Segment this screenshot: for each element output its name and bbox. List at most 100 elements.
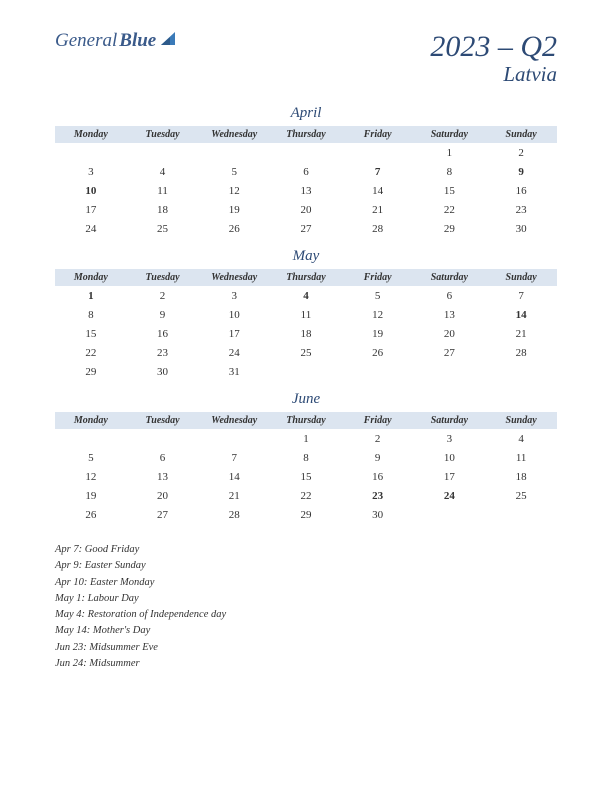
weekday-header: Wednesday	[198, 269, 270, 286]
weekday-header: Sunday	[485, 412, 557, 429]
weekday-header: Sunday	[485, 126, 557, 143]
day-cell: 19	[342, 324, 414, 343]
day-cell: 24	[55, 219, 127, 238]
day-cell: 21	[485, 324, 557, 343]
day-cell: 13	[127, 467, 199, 486]
weekday-header: Thursday	[270, 269, 342, 286]
day-cell: 17	[55, 200, 127, 219]
day-cell: 8	[270, 448, 342, 467]
weekday-header: Thursday	[270, 412, 342, 429]
day-cell: 8	[55, 305, 127, 324]
quarter-title: 2023 – Q2	[430, 30, 557, 64]
weekday-header: Thursday	[270, 126, 342, 143]
day-cell: 16	[485, 181, 557, 200]
day-cell: 20	[127, 486, 199, 505]
day-cell: 19	[55, 486, 127, 505]
day-cell: 3	[198, 286, 270, 305]
day-cell: 22	[55, 343, 127, 362]
day-cell	[198, 143, 270, 162]
day-cell: 10	[198, 305, 270, 324]
week-row: 3456789	[55, 162, 557, 181]
week-row: 891011121314	[55, 305, 557, 324]
day-cell: 9	[342, 448, 414, 467]
weekday-header: Wednesday	[198, 126, 270, 143]
day-cell: 27	[270, 219, 342, 238]
day-cell: 4	[485, 429, 557, 448]
holiday-entry: Apr 10: Easter Monday	[55, 575, 557, 591]
week-row: 567891011	[55, 448, 557, 467]
day-cell	[414, 505, 486, 524]
weekday-header: Friday	[342, 269, 414, 286]
day-cell: 4	[127, 162, 199, 181]
day-cell: 3	[55, 162, 127, 181]
day-cell: 2	[485, 143, 557, 162]
day-cell: 26	[342, 343, 414, 362]
title-block: 2023 – Q2 Latvia	[430, 30, 557, 87]
day-cell: 18	[485, 467, 557, 486]
week-row: 10111213141516	[55, 181, 557, 200]
week-row: 12	[55, 143, 557, 162]
week-row: 15161718192021	[55, 324, 557, 343]
weekday-header: Monday	[55, 126, 127, 143]
week-row: 24252627282930	[55, 219, 557, 238]
week-row: 293031	[55, 362, 557, 381]
day-cell: 6	[127, 448, 199, 467]
day-cell: 16	[127, 324, 199, 343]
day-cell: 7	[198, 448, 270, 467]
day-cell: 24	[414, 486, 486, 505]
weekday-header: Saturday	[414, 126, 486, 143]
day-cell: 1	[55, 286, 127, 305]
weekday-header: Wednesday	[198, 412, 270, 429]
calendar-table: MondayTuesdayWednesdayThursdayFridaySatu…	[55, 412, 557, 524]
day-cell: 14	[485, 305, 557, 324]
day-cell: 2	[342, 429, 414, 448]
weekday-header: Friday	[342, 412, 414, 429]
month-name: May	[55, 248, 557, 265]
calendar-table: MondayTuesdayWednesdayThursdayFridaySatu…	[55, 269, 557, 381]
day-cell: 9	[127, 305, 199, 324]
day-cell: 19	[198, 200, 270, 219]
day-cell: 25	[127, 219, 199, 238]
holiday-entry: May 4: Restoration of Independence day	[55, 607, 557, 623]
day-cell: 22	[414, 200, 486, 219]
day-cell: 23	[485, 200, 557, 219]
week-row: 1234567	[55, 286, 557, 305]
day-cell: 30	[485, 219, 557, 238]
day-cell: 27	[414, 343, 486, 362]
day-cell: 1	[270, 429, 342, 448]
day-cell: 15	[55, 324, 127, 343]
calendar-table: MondayTuesdayWednesdayThursdayFridaySatu…	[55, 126, 557, 238]
holiday-entry: Apr 7: Good Friday	[55, 542, 557, 558]
day-cell: 26	[55, 505, 127, 524]
day-cell: 14	[198, 467, 270, 486]
day-cell: 29	[55, 362, 127, 381]
day-cell: 23	[342, 486, 414, 505]
month-block: May MondayTuesdayWednesdayThursdayFridayS…	[55, 248, 557, 381]
day-cell: 26	[198, 219, 270, 238]
day-cell	[342, 362, 414, 381]
day-cell: 1	[414, 143, 486, 162]
day-cell: 17	[198, 324, 270, 343]
day-cell: 6	[414, 286, 486, 305]
day-cell: 6	[270, 162, 342, 181]
day-cell: 25	[270, 343, 342, 362]
weekday-header: Sunday	[485, 269, 557, 286]
day-cell: 28	[485, 343, 557, 362]
day-cell	[55, 143, 127, 162]
day-cell: 15	[270, 467, 342, 486]
day-cell: 21	[198, 486, 270, 505]
day-cell: 31	[198, 362, 270, 381]
day-cell	[270, 362, 342, 381]
weekday-header: Monday	[55, 412, 127, 429]
holiday-entry: May 1: Labour Day	[55, 591, 557, 607]
day-cell: 8	[414, 162, 486, 181]
day-cell: 28	[198, 505, 270, 524]
day-cell: 12	[55, 467, 127, 486]
day-cell: 7	[342, 162, 414, 181]
month-block: April MondayTuesdayWednesdayThursdayFrida…	[55, 105, 557, 238]
day-cell: 27	[127, 505, 199, 524]
day-cell: 24	[198, 343, 270, 362]
month-name: April	[55, 105, 557, 122]
week-row: 17181920212223	[55, 200, 557, 219]
weekday-header: Tuesday	[127, 126, 199, 143]
